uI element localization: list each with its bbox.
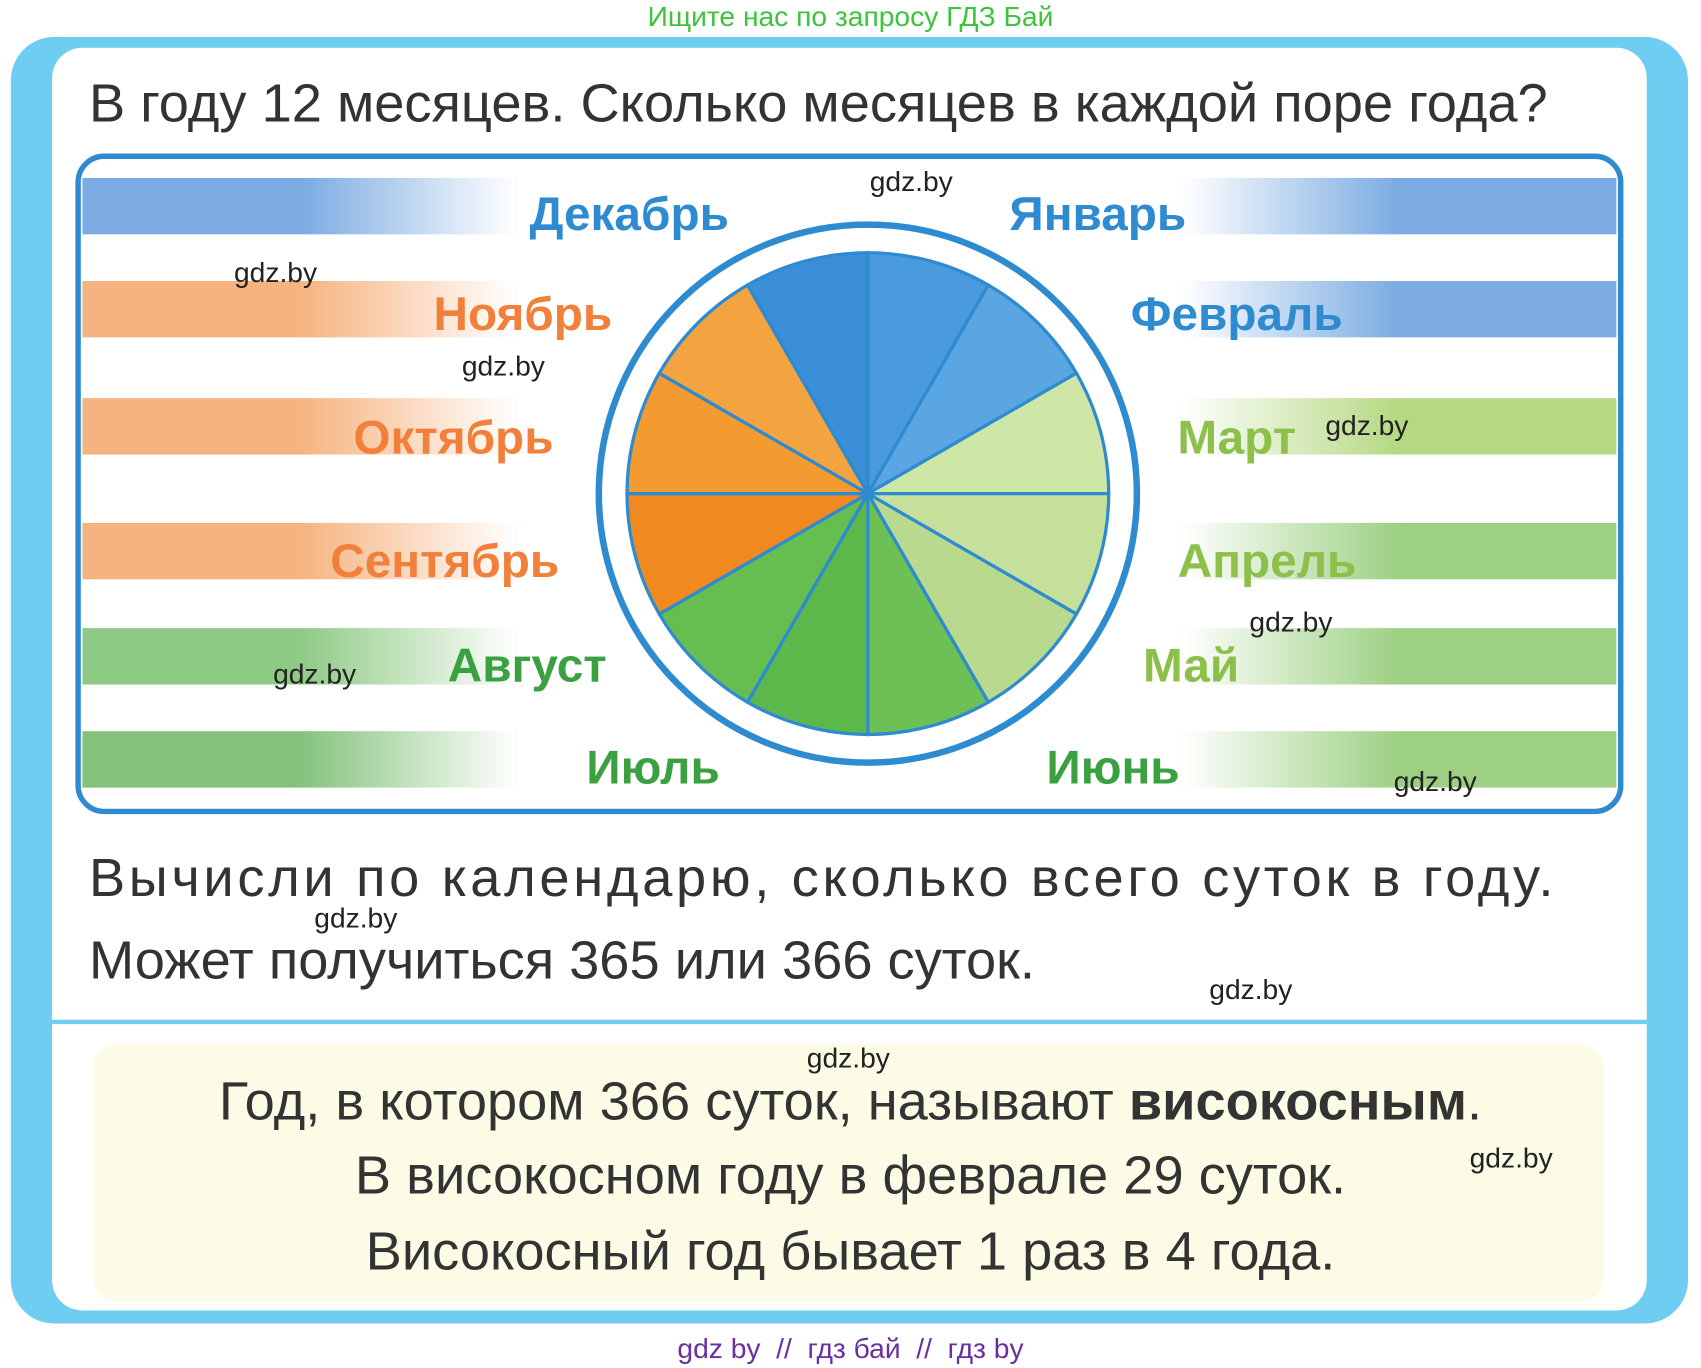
season-wheel: Декабрь Январь Февраль Март Апрель Май Июнь Июл… — [330, 188, 1356, 794]
stripe-fade — [299, 520, 517, 582]
rule-bold: високосным — [1129, 1072, 1467, 1132]
month-label: Май — [1143, 639, 1239, 692]
month-label: Апрель — [1178, 535, 1357, 588]
watermarks: gdz.by gdz.by gdz.by gdz.by gdz.by gdz.by gdz.… — [234, 165, 1554, 1173]
wheel-sector — [866, 487, 991, 737]
wheel-sector — [861, 370, 1111, 496]
watermark: gdz.by — [462, 349, 546, 381]
rule-line: В високосном году в феврале 29 суток. — [355, 1145, 1346, 1205]
rule-line: Год, в котором 366 суток, называют висок… — [219, 1072, 1482, 1132]
rule-box — [93, 1043, 1604, 1302]
month-label: Июнь — [1046, 741, 1179, 794]
month-label: Март — [1177, 411, 1296, 464]
wheel-sector — [861, 491, 1111, 617]
month-label: Июль — [586, 741, 720, 794]
stripe-fade — [299, 175, 517, 237]
month-label: Декабрь — [529, 188, 728, 241]
stripe-fade — [299, 278, 517, 340]
wheel-sector — [657, 282, 873, 499]
watermark: gdz.by — [314, 902, 398, 934]
footer: gdz by // гдз бай // гдз by — [677, 1332, 1024, 1364]
stripes — [82, 175, 1617, 790]
watermark: gdz.by — [1209, 973, 1293, 1005]
stripe-fade — [1182, 278, 1400, 340]
wheel-sector — [866, 251, 991, 500]
rule-text: Год, в котором 366 суток, называют — [219, 1072, 1129, 1132]
month-label: Сентябрь — [330, 535, 559, 588]
wheel-sector — [625, 491, 874, 617]
stripe-fade — [1182, 625, 1400, 687]
watermark: gdz.by — [273, 657, 357, 689]
month-label: Январь — [1009, 188, 1186, 241]
wheel-sector — [745, 251, 870, 500]
wheel-frame — [75, 153, 1624, 815]
watermark: gdz.by — [1249, 605, 1333, 637]
watermark: gdz.by — [870, 165, 954, 197]
wheel-sector — [863, 282, 1079, 499]
month-label: Октябрь — [353, 411, 553, 464]
wheel-sector — [657, 489, 873, 705]
task-line: Может получиться 365 или 366 суток. — [89, 931, 1035, 991]
wheel-sector — [745, 487, 870, 737]
month-label: Ноябрь — [433, 288, 612, 341]
month-label: Август — [448, 639, 607, 692]
search-hint: Ищите нас по запросу ГДЗ Бай — [648, 0, 1054, 32]
stripe-fade — [299, 395, 517, 457]
watermark: gdz.by — [1394, 765, 1478, 797]
stripe-fade — [1182, 520, 1400, 582]
stripe-fade — [299, 625, 517, 687]
stripe-fade — [1182, 175, 1400, 237]
rule-text: . — [1467, 1072, 1482, 1132]
stripe-fade — [1182, 729, 1400, 790]
wheel-sector — [863, 489, 1079, 705]
rule-line: Високосный год бывает 1 раз в 4 года. — [366, 1221, 1336, 1281]
watermark: gdz.by — [234, 256, 318, 288]
watermark: gdz.by — [807, 1041, 891, 1073]
watermark: gdz.by — [1325, 409, 1409, 441]
watermark: gdz.by — [1470, 1141, 1554, 1173]
month-label: Февраль — [1131, 288, 1343, 341]
wheel-sector — [625, 370, 874, 496]
question: В году 12 месяцев. Сколько месяцев в каж… — [89, 74, 1548, 134]
stripe-fade — [1182, 395, 1400, 457]
stripe-fade — [299, 729, 517, 790]
